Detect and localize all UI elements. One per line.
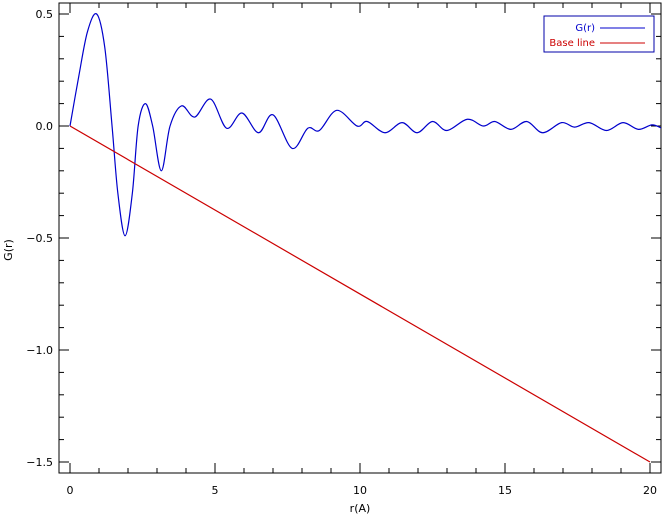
series-lines	[69, 12, 661, 463]
x-tick-label: 0	[67, 484, 74, 497]
legend-label-g-r: G(r)	[575, 23, 595, 34]
y-tick-label: −1.5	[26, 456, 53, 469]
y-tick-label: −0.5	[26, 232, 53, 245]
x-tick-label: 10	[353, 484, 367, 497]
y-tick-label: −1.0	[26, 344, 53, 357]
y-tick-labels: 0.5 0.0 −0.5 −1.0 −1.5	[26, 8, 53, 469]
x-tick-labels: 0 5 10 15 20	[67, 484, 658, 497]
axis-ticks	[59, 3, 661, 473]
series-line-1	[69, 125, 651, 463]
legend: G(r) Base line	[543, 15, 655, 53]
legend-box	[543, 15, 655, 53]
x-axis-label: r(A)	[350, 502, 371, 515]
x-tick-label: 15	[498, 484, 512, 497]
y-tick-label: 0.5	[36, 8, 54, 21]
series-line-0	[69, 12, 661, 237]
x-tick-label: 20	[643, 484, 657, 497]
plot-frame	[58, 2, 662, 474]
x-tick-label: 5	[212, 484, 219, 497]
y-tick-label: 0.0	[36, 120, 54, 133]
y-axis-label: G(r)	[2, 239, 15, 261]
legend-label-base-line: Base line	[549, 38, 595, 49]
